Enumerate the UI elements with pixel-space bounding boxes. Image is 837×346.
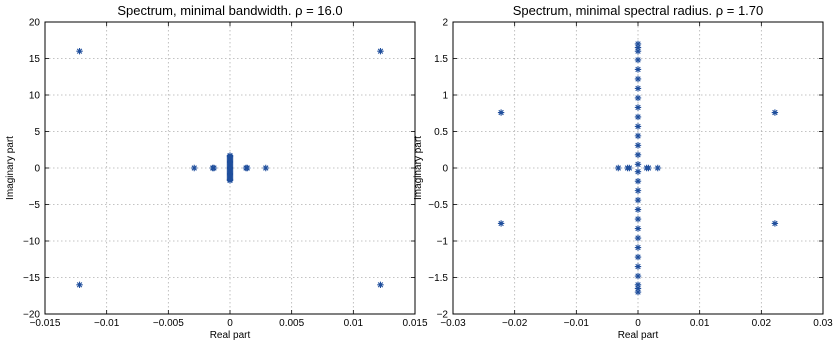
data-point	[634, 196, 642, 204]
data-point	[626, 164, 633, 172]
data-point	[634, 56, 642, 64]
x-tick-label: 0.01	[344, 318, 364, 329]
data-point	[634, 94, 642, 102]
y-tick-label: −5	[29, 200, 41, 211]
x-tick-label: 0.02	[752, 318, 772, 329]
y-axis-label: Imaginary part	[5, 136, 16, 200]
data-point	[771, 220, 779, 227]
data-point	[654, 164, 661, 172]
data-point	[634, 215, 642, 223]
data-point	[634, 285, 642, 292]
x-tick-label: 0	[227, 318, 233, 329]
data-point	[244, 164, 251, 172]
y-tick-label: 0	[442, 164, 448, 175]
y-tick-label: 5	[34, 127, 40, 138]
y-tick-label: −1	[437, 237, 449, 248]
data-point	[634, 225, 642, 232]
data-point	[634, 206, 642, 213]
data-point	[226, 177, 234, 184]
data-point	[634, 288, 642, 296]
x-axis-label: Real part	[210, 330, 251, 341]
data-point	[634, 132, 642, 140]
data-point	[497, 109, 505, 116]
data-point	[634, 168, 642, 175]
y-tick-label: −15	[23, 273, 40, 284]
x-axis-label: Real part	[618, 330, 659, 341]
data-point	[377, 281, 384, 288]
x-tick-label: 0.03	[813, 318, 833, 329]
data-point	[210, 164, 218, 172]
data-point	[497, 220, 505, 227]
y-tick-label: 0	[34, 164, 40, 175]
chart-panel-1: −0.015 −0.01 −0.005 0 0.005 0.01 0.015 −20 −15 −1…	[5, 3, 428, 341]
y-tick-label: 2	[442, 18, 448, 29]
y-tick-label: 20	[29, 18, 41, 29]
data-point	[634, 253, 642, 261]
data-point	[634, 187, 642, 194]
y-tick-label: 1.5	[434, 54, 448, 65]
x-tick-label: −0.02	[502, 318, 528, 329]
data-point	[634, 142, 642, 149]
x-tick-label: −0.01	[94, 318, 120, 329]
x-tick-label: −0.015	[30, 318, 61, 329]
data-point	[634, 123, 642, 130]
data-point	[634, 40, 642, 48]
y-tick-label: −2	[437, 310, 449, 321]
data-point	[76, 48, 83, 55]
y-tick-label: 15	[29, 54, 41, 65]
x-tick-label: −0.01	[564, 318, 590, 329]
data-point	[634, 85, 642, 92]
data-point	[634, 234, 642, 242]
x-tick-label: −0.005	[153, 318, 184, 329]
y-tick-label: −0.5	[428, 200, 448, 211]
x-tick-label: 0.01	[690, 318, 710, 329]
data-point	[634, 44, 642, 51]
data-point	[76, 281, 83, 288]
data-point	[634, 177, 642, 185]
data-point	[377, 48, 384, 55]
data-point	[634, 272, 642, 280]
chart-panel-2: −0.03 −0.02 −0.01 0 0.01 0.02 0.03 −2 −1.5 −1 −0.5…	[413, 3, 833, 341]
data-point	[771, 109, 779, 116]
chart-title: Spectrum, minimal bandwidth. ρ = 16.0	[117, 3, 342, 18]
data-point	[634, 244, 642, 251]
x-tick-label: 0.005	[279, 318, 304, 329]
data-point	[645, 164, 652, 172]
y-tick-label: 1	[442, 91, 448, 102]
data-point	[634, 104, 642, 111]
x-tick-label: 0.015	[402, 318, 427, 329]
data-point	[634, 66, 642, 73]
y-tick-label: −20	[23, 310, 40, 321]
y-tick-label: −1.5	[428, 273, 448, 284]
data-point	[262, 164, 269, 172]
data-point	[634, 281, 642, 288]
x-tick-label: 0	[635, 318, 641, 329]
y-tick-label: −10	[23, 237, 40, 248]
data-point	[615, 164, 622, 172]
x-tick-label: −0.03	[440, 318, 466, 329]
y-tick-label: 0.5	[434, 127, 448, 138]
data-point	[634, 263, 642, 270]
chart-title: Spectrum, minimal spectral radius. ρ = 1…	[513, 3, 764, 18]
data-point	[634, 113, 642, 121]
data-point	[634, 151, 642, 159]
data-point	[191, 164, 198, 172]
data-point	[634, 48, 642, 55]
y-tick-label: 10	[29, 91, 41, 102]
data-point	[634, 161, 642, 168]
data-point	[634, 75, 642, 83]
y-axis-label: Imaginary part	[413, 136, 424, 200]
